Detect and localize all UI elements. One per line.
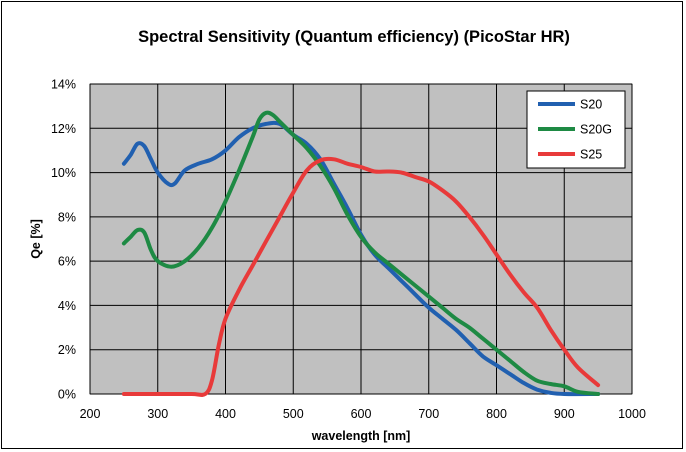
x-tick-label: 200 (80, 407, 101, 421)
y-tick-label: 10% (51, 166, 76, 180)
x-tick-label: 300 (147, 407, 168, 421)
x-tick-label: 1000 (618, 407, 646, 421)
y-tick-label: 8% (58, 210, 76, 224)
legend-label-s20: S20 (580, 98, 602, 112)
series-line-s20 (121, 120, 601, 397)
legend-label-s20g: S20G (580, 123, 612, 137)
y-tick-label: 6% (58, 255, 76, 269)
y-axis-label: Qe [%] (29, 219, 43, 259)
y-tick-label: 14% (51, 78, 76, 92)
x-axis-label: wavelength [nm] (311, 429, 411, 443)
x-tick-label: 800 (486, 407, 507, 421)
x-tick-label: 500 (283, 407, 304, 421)
y-tick-label: 4% (58, 299, 76, 313)
y-tick-label: 2% (58, 343, 76, 357)
x-tick-label: 600 (351, 407, 372, 421)
y-tick-label: 0% (58, 388, 76, 402)
chart-title: Spectral Sensitivity (Quantum efficiency… (138, 28, 570, 46)
series-line-s25 (121, 156, 601, 397)
legend-label-s25: S25 (580, 148, 602, 162)
x-tick-label: 900 (554, 407, 575, 421)
axis-ticks: 200 300 400 500 600 700 800 900 1000 0% 2% 4% 6% 8% 10… (51, 78, 646, 422)
y-tick-label: 12% (51, 122, 76, 136)
series-line-s20g (121, 110, 601, 396)
x-tick-label: 400 (215, 407, 236, 421)
x-tick-label: 700 (418, 407, 439, 421)
legend: S20 S20G S25 (526, 90, 626, 169)
series-lines (121, 110, 601, 397)
